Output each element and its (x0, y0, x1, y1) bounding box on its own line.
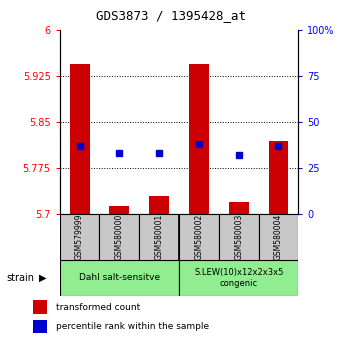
Bar (149, 196, 169, 214)
Text: GSM580004: GSM580004 (274, 214, 283, 261)
Bar (33, 320, 46, 333)
FancyBboxPatch shape (60, 214, 100, 260)
Bar (269, 141, 288, 214)
Text: S.LEW(10)x12x2x3x5
congenic: S.LEW(10)x12x2x3x5 congenic (194, 268, 283, 287)
Bar (109, 206, 129, 214)
Bar (70, 64, 89, 214)
Bar (229, 202, 249, 214)
FancyBboxPatch shape (179, 260, 298, 296)
Text: GSM579999: GSM579999 (75, 214, 84, 261)
FancyBboxPatch shape (100, 214, 139, 260)
Bar (33, 300, 46, 314)
Text: GSM580003: GSM580003 (234, 214, 243, 261)
FancyBboxPatch shape (258, 214, 298, 260)
Text: GSM580001: GSM580001 (154, 214, 164, 260)
Text: GSM580000: GSM580000 (115, 214, 124, 261)
Text: ▶: ▶ (39, 273, 47, 283)
Text: percentile rank within the sample: percentile rank within the sample (56, 322, 209, 331)
Text: GDS3873 / 1395428_at: GDS3873 / 1395428_at (95, 9, 246, 22)
FancyBboxPatch shape (139, 214, 179, 260)
FancyBboxPatch shape (60, 260, 179, 296)
Text: transformed count: transformed count (56, 303, 140, 312)
Text: strain: strain (7, 273, 35, 283)
FancyBboxPatch shape (179, 214, 219, 260)
Bar (189, 64, 209, 214)
Text: Dahl salt-sensitve: Dahl salt-sensitve (79, 273, 160, 282)
FancyBboxPatch shape (219, 214, 258, 260)
Text: GSM580002: GSM580002 (194, 214, 204, 260)
